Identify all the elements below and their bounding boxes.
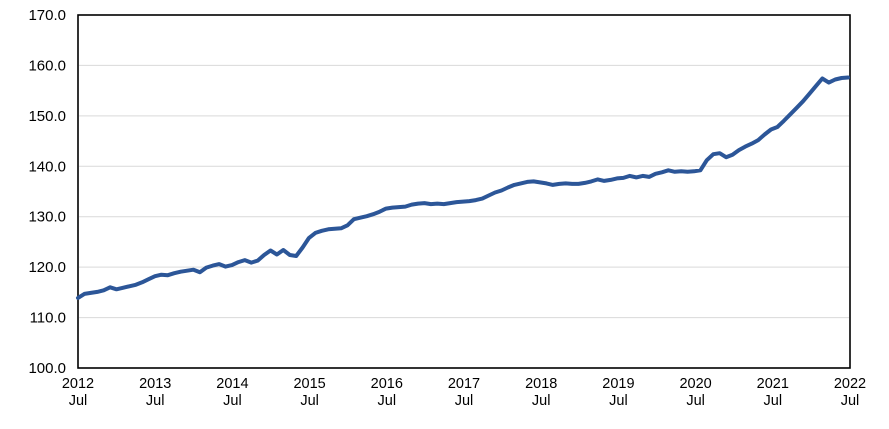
x-tick-month-label: Jul xyxy=(300,393,319,409)
x-tick-month-label: Jul xyxy=(686,393,705,409)
x-tick-year-label: 2020 xyxy=(679,376,711,392)
x-tick-month-label: Jul xyxy=(223,393,242,409)
y-tick-label: 160.0 xyxy=(28,57,66,74)
x-tick-year-label: 2019 xyxy=(602,376,634,392)
data-series-line xyxy=(76,75,850,300)
x-tick-month-label: Jul xyxy=(841,393,860,409)
x-tick-year-label: 2013 xyxy=(139,376,171,392)
y-tick-label: 170.0 xyxy=(28,7,66,24)
y-tick-label: 130.0 xyxy=(28,209,66,226)
x-tick-year-label: 2017 xyxy=(448,376,480,392)
x-tick-year-label: 2021 xyxy=(757,376,789,392)
x-tick-month-label: Jul xyxy=(455,393,474,409)
y-tick-label: 140.0 xyxy=(28,158,66,175)
x-tick-year-label: 2018 xyxy=(525,376,557,392)
y-tick-label: 100.0 xyxy=(28,360,66,377)
x-tick-month-label: Jul xyxy=(609,393,628,409)
x-tick-year-label: 2012 xyxy=(62,376,94,392)
y-tick-label: 150.0 xyxy=(28,108,66,125)
x-tick-month-label: Jul xyxy=(764,393,783,409)
x-tick-month-label: Jul xyxy=(378,393,397,409)
x-tick-year-label: 2014 xyxy=(216,376,248,392)
x-tick-month-label: Jul xyxy=(146,393,165,409)
x-tick-year-label: 2022 xyxy=(834,376,866,392)
x-tick-year-label: 2015 xyxy=(293,376,325,392)
plot-border xyxy=(77,14,851,369)
x-tick-month-label: Jul xyxy=(532,393,551,409)
y-tick-label: 120.0 xyxy=(28,259,66,276)
x-tick-month-label: Jul xyxy=(69,393,88,409)
y-tick-label: 110.0 xyxy=(30,310,66,327)
x-tick-year-label: 2016 xyxy=(371,376,403,392)
